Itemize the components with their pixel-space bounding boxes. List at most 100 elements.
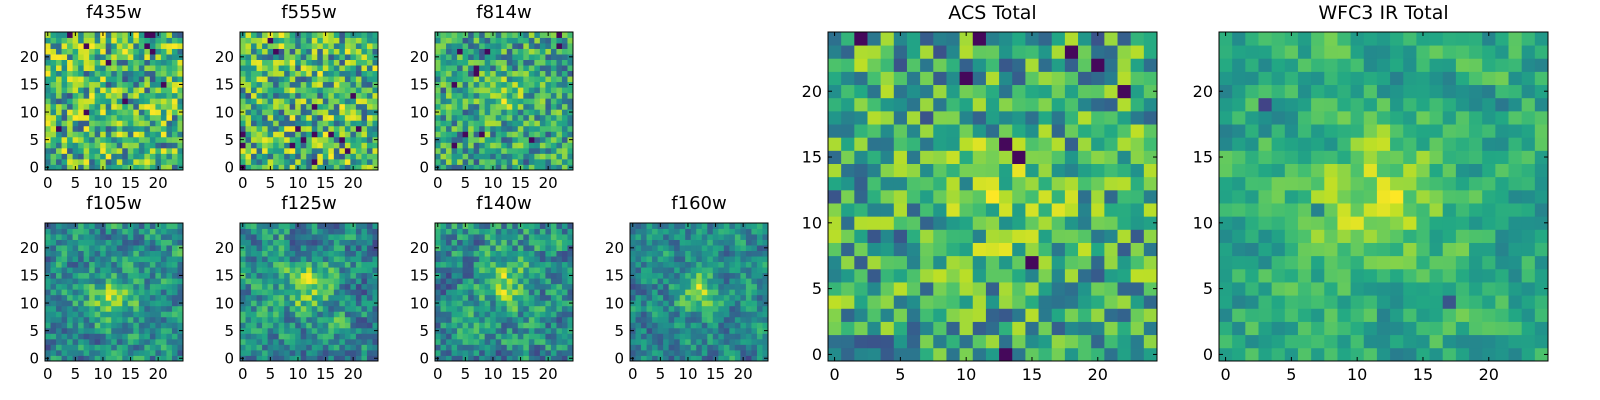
- heatmap-cell: [78, 48, 85, 55]
- heatmap-cell: [1051, 255, 1066, 270]
- heatmap-cell: [306, 131, 313, 138]
- heatmap-cell: [278, 92, 285, 99]
- heatmap-cell: [854, 308, 868, 322]
- heatmap-cell: [641, 234, 647, 240]
- heatmap-cell: [240, 153, 246, 160]
- heatmap-cell: [160, 131, 167, 138]
- heatmap-cell: [652, 234, 658, 240]
- heatmap-cell: [841, 163, 855, 178]
- heatmap-cell: [100, 158, 107, 165]
- heatmap-cell: [1078, 347, 1092, 362]
- heatmap-cell: [262, 81, 268, 88]
- heatmap-cell: [339, 239, 346, 246]
- heatmap-cell: [116, 114, 123, 121]
- heatmap-cell: [350, 81, 357, 88]
- heatmap-cell: [83, 125, 90, 132]
- heatmap-cell: [144, 76, 151, 83]
- heatmap-cell: [100, 338, 107, 345]
- heatmap-cell: [295, 261, 302, 268]
- heatmap-cell: [72, 59, 79, 66]
- heatmap-cell: [372, 278, 379, 285]
- heatmap-cell: [446, 300, 452, 307]
- heatmap-cell: [635, 223, 642, 229]
- heatmap-cell: [144, 54, 151, 60]
- heatmap-cell: [512, 256, 519, 263]
- heatmap-cell: [138, 109, 145, 116]
- heatmap-cell: [295, 239, 302, 246]
- heatmap-cell: [166, 355, 173, 362]
- heatmap-cell: [83, 32, 90, 38]
- heatmap-cell: [45, 322, 51, 329]
- heatmap-cell: [56, 234, 62, 240]
- heatmap-cell: [284, 283, 291, 290]
- heatmap-cell: [556, 256, 563, 263]
- heatmap-cell: [701, 228, 708, 235]
- heatmap-cell: [534, 245, 541, 251]
- heatmap-cell: [166, 250, 173, 257]
- heatmap-cell: [723, 300, 730, 307]
- heatmap-cell: [550, 294, 557, 301]
- heatmap-cell: [440, 164, 447, 171]
- heatmap-cell: [1078, 308, 1092, 322]
- heatmap-cell: [528, 278, 535, 285]
- heatmap-cell: [528, 109, 535, 116]
- heatmap-cell: [490, 278, 497, 285]
- heatmap-cell: [177, 59, 184, 66]
- heatmap-cell: [361, 32, 368, 38]
- heatmap-cell: [240, 256, 246, 263]
- heatmap-cell: [311, 65, 318, 72]
- heatmap-cell: [701, 355, 708, 362]
- heatmap-cell: [523, 54, 530, 60]
- heatmap-cell: [306, 272, 313, 279]
- heatmap-cell: [679, 355, 686, 362]
- heatmap-cell: [506, 261, 513, 268]
- heatmap-cell: [841, 321, 855, 336]
- heatmap-cell: [295, 37, 302, 44]
- heatmap-cell: [718, 322, 725, 329]
- heatmap-cell: [61, 147, 68, 154]
- heatmap-cell: [171, 349, 178, 356]
- heatmap-cell: [528, 92, 535, 99]
- heatmap-cell: [328, 223, 335, 229]
- heatmap-cell: [517, 37, 524, 44]
- heatmap-cell: [1104, 203, 1118, 217]
- heatmap-cell: [446, 311, 452, 318]
- heatmap-cell: [300, 142, 307, 149]
- heatmap-cell: [171, 131, 178, 138]
- heatmap-cell: [567, 228, 574, 235]
- heatmap-cell: [245, 76, 252, 83]
- heatmap-cell: [50, 158, 57, 165]
- heatmap-cell: [94, 87, 101, 94]
- heatmap-cell: [740, 305, 747, 312]
- heatmap-cell: [479, 48, 486, 55]
- heatmap-cell: [333, 114, 340, 121]
- heatmap-cell: [495, 239, 502, 246]
- heatmap-cell: [94, 250, 101, 257]
- heatmap-cell: [933, 203, 947, 217]
- heatmap-cell: [473, 283, 480, 290]
- heatmap-cell: [501, 294, 508, 301]
- heatmap-cell: [473, 81, 480, 88]
- heatmap-cell: [267, 239, 274, 246]
- heatmap-cell: [127, 37, 134, 44]
- heatmap-cell: [679, 245, 686, 251]
- heatmap-cell: [83, 355, 90, 362]
- heatmap-cell: [545, 256, 552, 263]
- heatmap-cell: [251, 109, 257, 116]
- heatmap-cell: [646, 311, 653, 318]
- heatmap-cell: [78, 120, 85, 127]
- heatmap-cell: [512, 70, 519, 77]
- heatmap-cell: [251, 153, 257, 160]
- heatmap-cell: [550, 114, 557, 121]
- heatmap-cell: [138, 316, 145, 323]
- heatmap-cell: [534, 92, 541, 99]
- x-tick-label: 10: [483, 365, 502, 383]
- heatmap-cell: [473, 267, 480, 274]
- heatmap-cell: [828, 229, 842, 243]
- heatmap-cell: [440, 147, 447, 154]
- heatmap-cell: [1051, 203, 1066, 217]
- heatmap-cell: [854, 203, 868, 217]
- heatmap-cell: [490, 261, 497, 268]
- heatmap-cell: [690, 223, 697, 229]
- heatmap-cell: [723, 349, 730, 356]
